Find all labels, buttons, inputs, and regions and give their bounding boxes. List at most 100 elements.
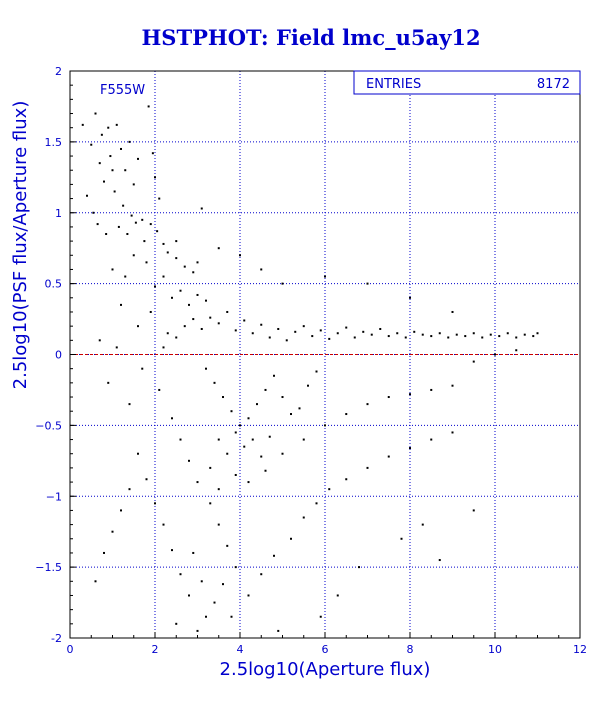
data-point <box>370 333 373 336</box>
data-point <box>192 271 195 274</box>
data-point <box>515 336 518 339</box>
data-point <box>115 123 118 126</box>
stats-label: ENTRIES <box>366 77 421 92</box>
data-point <box>162 346 165 349</box>
data-point <box>226 452 229 455</box>
data-point <box>179 438 182 441</box>
data-point <box>366 466 369 469</box>
data-point <box>226 544 229 547</box>
data-point <box>277 327 280 330</box>
data-point <box>366 282 369 285</box>
data-point <box>179 573 182 576</box>
data-point <box>217 322 220 325</box>
data-point <box>264 469 267 472</box>
data-point <box>200 327 203 330</box>
data-point <box>222 396 224 399</box>
data-point <box>105 233 108 236</box>
filter-annotation: F555W <box>100 83 145 98</box>
data-point <box>251 438 254 441</box>
data-point <box>430 438 433 441</box>
data-point <box>120 303 122 306</box>
data-point <box>324 275 326 278</box>
data-point <box>81 123 84 126</box>
data-point <box>120 509 122 512</box>
data-point <box>307 384 309 387</box>
data-point <box>171 296 173 299</box>
y-tick-label: -2 <box>51 632 62 645</box>
chart-title: HSTPHOT: Field lmc_u5ay12 <box>141 25 480 50</box>
data-point <box>111 169 114 172</box>
data-point <box>451 431 454 434</box>
stats-box: ENTRIES 8172 <box>353 70 581 95</box>
data-point <box>451 384 454 387</box>
y-tick-label: −0.5 <box>35 419 62 432</box>
data-point <box>113 190 116 193</box>
data-point <box>362 330 365 333</box>
data-point <box>234 566 237 569</box>
data-point <box>336 594 339 597</box>
data-point <box>494 353 496 356</box>
data-point <box>145 478 148 481</box>
data-point <box>247 481 250 484</box>
data-point <box>111 268 114 271</box>
data-points <box>81 105 539 632</box>
y-axis-label: 2.5log10(PSF flux/Aperture flux) <box>10 101 31 390</box>
data-point <box>149 310 152 313</box>
data-point <box>107 381 110 384</box>
data-point <box>409 447 411 450</box>
data-point <box>175 240 178 243</box>
data-point <box>120 147 122 150</box>
data-point <box>158 388 161 391</box>
data-point <box>247 417 250 420</box>
data-point <box>353 336 356 339</box>
data-point <box>115 346 118 349</box>
data-point <box>183 325 186 328</box>
data-point <box>137 325 139 328</box>
data-point <box>209 502 212 505</box>
data-point <box>217 438 220 441</box>
data-point <box>430 335 433 338</box>
data-point <box>188 303 190 306</box>
data-point <box>103 180 105 183</box>
data-point <box>243 319 246 322</box>
data-point <box>205 299 207 302</box>
data-point <box>188 459 190 462</box>
data-point <box>128 488 131 491</box>
y-tick-label: −1 <box>46 490 62 503</box>
data-point <box>151 152 154 155</box>
data-point <box>94 580 97 583</box>
y-tick-label: 2 <box>55 65 62 78</box>
data-point <box>464 335 467 338</box>
data-point <box>447 336 450 339</box>
data-point <box>400 537 403 540</box>
data-point <box>141 367 144 370</box>
data-point <box>315 370 318 373</box>
data-point <box>209 316 212 319</box>
data-point <box>438 559 441 562</box>
data-point <box>239 254 241 257</box>
data-point <box>217 247 220 250</box>
data-point <box>413 330 416 333</box>
data-point <box>122 204 125 207</box>
data-point <box>137 452 139 455</box>
stats-value: 8172 <box>537 77 570 92</box>
data-point <box>290 537 292 540</box>
data-point <box>430 388 433 391</box>
x-tick-label: 10 <box>488 643 502 656</box>
data-point <box>472 360 475 363</box>
data-point <box>315 502 318 505</box>
data-point <box>132 254 135 257</box>
data-point <box>421 523 424 526</box>
data-point <box>166 332 169 335</box>
data-point <box>200 580 203 583</box>
data-point <box>109 155 112 158</box>
data-point <box>260 573 263 576</box>
data-point <box>100 133 103 136</box>
data-point <box>196 261 199 264</box>
data-point <box>205 367 207 370</box>
data-point <box>147 105 150 108</box>
data-point <box>409 393 411 396</box>
data-point <box>196 629 199 632</box>
data-point <box>196 481 199 484</box>
data-point <box>137 157 139 160</box>
